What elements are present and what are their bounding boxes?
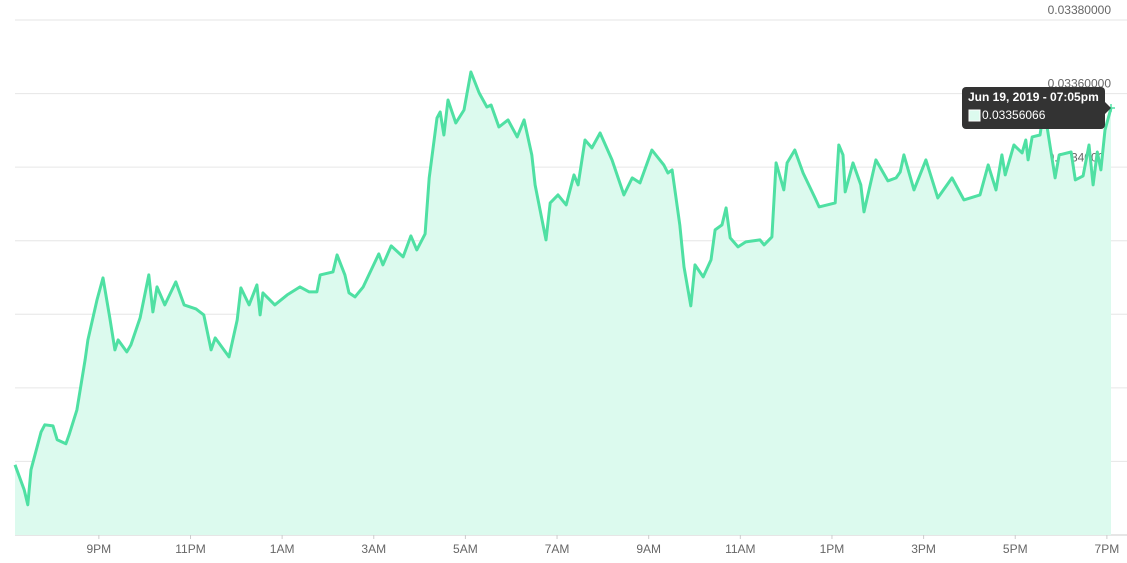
- tooltip-value: 0.03356066: [982, 108, 1046, 122]
- x-tick-label: 1PM: [820, 542, 845, 556]
- x-tick-label: 7AM: [545, 542, 570, 556]
- x-tick-label: 11AM: [725, 542, 755, 556]
- y-tick-label: 0.03380000: [1048, 3, 1112, 17]
- area: [15, 72, 1111, 535]
- x-tick-label: 1AM: [270, 542, 295, 556]
- x-tick-label: 7PM: [1095, 542, 1120, 556]
- line: [13, 70, 1113, 507]
- x-tick-label: 5AM: [453, 542, 478, 556]
- x-tick-label: 5PM: [1003, 542, 1028, 556]
- tooltip-title: Jun 19, 2019 - 07:05pm: [968, 90, 1099, 104]
- x-tick-label: 11PM: [175, 542, 205, 556]
- x-tick-label: 9AM: [636, 542, 661, 556]
- plot: [13, 70, 1115, 535]
- tooltip-box: [962, 87, 1105, 129]
- tooltip-swatch: [968, 109, 981, 122]
- x-tick-label: 3PM: [911, 542, 936, 556]
- tooltip: Jun 19, 2019 - 07:05pm 0.03356066: [962, 87, 1111, 129]
- tooltip-pointer: [1105, 102, 1111, 114]
- x-tick-label: 9PM: [87, 542, 112, 556]
- x-tick-label: 3AM: [361, 542, 386, 556]
